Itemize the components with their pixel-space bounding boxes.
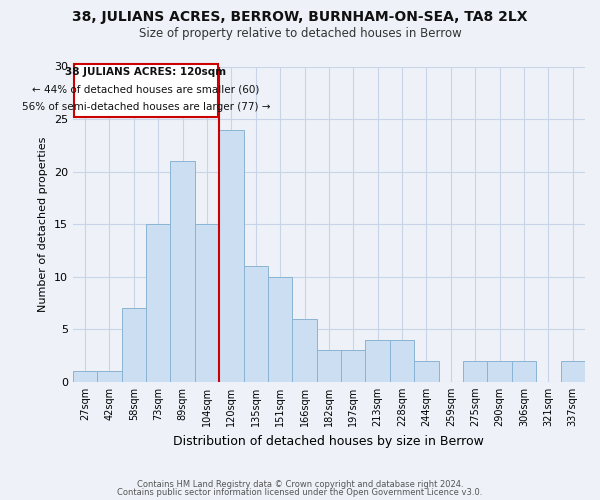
- Bar: [219, 130, 244, 382]
- Y-axis label: Number of detached properties: Number of detached properties: [38, 136, 48, 312]
- Text: 38 JULIANS ACRES: 120sqm: 38 JULIANS ACRES: 120sqm: [65, 67, 227, 77]
- Bar: [414, 361, 439, 382]
- Bar: [268, 276, 292, 382]
- Bar: [463, 361, 487, 382]
- Bar: [97, 372, 122, 382]
- Text: 38, JULIANS ACRES, BERROW, BURNHAM-ON-SEA, TA8 2LX: 38, JULIANS ACRES, BERROW, BURNHAM-ON-SE…: [72, 10, 528, 24]
- Bar: [122, 308, 146, 382]
- Bar: [244, 266, 268, 382]
- Bar: [365, 340, 390, 382]
- Bar: [512, 361, 536, 382]
- Bar: [341, 350, 365, 382]
- Bar: [317, 350, 341, 382]
- Bar: [560, 361, 585, 382]
- Text: Size of property relative to detached houses in Berrow: Size of property relative to detached ho…: [139, 28, 461, 40]
- Bar: [292, 318, 317, 382]
- Text: Contains public sector information licensed under the Open Government Licence v3: Contains public sector information licen…: [118, 488, 482, 497]
- Text: ← 44% of detached houses are smaller (60): ← 44% of detached houses are smaller (60…: [32, 84, 260, 94]
- Text: 56% of semi-detached houses are larger (77) →: 56% of semi-detached houses are larger (…: [22, 102, 270, 112]
- Text: Contains HM Land Registry data © Crown copyright and database right 2024.: Contains HM Land Registry data © Crown c…: [137, 480, 463, 489]
- Bar: [195, 224, 219, 382]
- Bar: [487, 361, 512, 382]
- FancyBboxPatch shape: [74, 64, 218, 117]
- Bar: [170, 161, 195, 382]
- Bar: [146, 224, 170, 382]
- Bar: [73, 372, 97, 382]
- Bar: [390, 340, 414, 382]
- X-axis label: Distribution of detached houses by size in Berrow: Distribution of detached houses by size …: [173, 434, 484, 448]
